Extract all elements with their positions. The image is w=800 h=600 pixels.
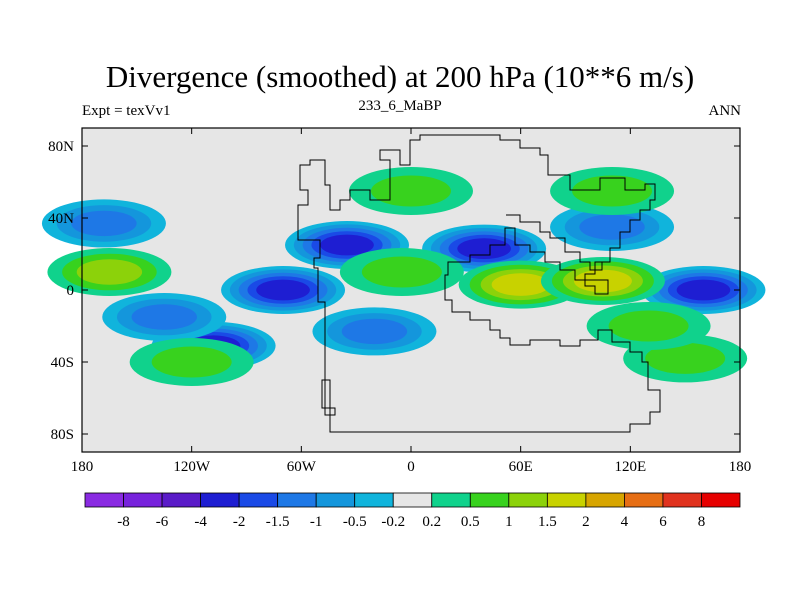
field-contour-8-2 <box>579 214 645 240</box>
x-tick-label-3: 0 <box>407 459 415 475</box>
field-contour-3-4 <box>457 238 511 259</box>
field-contour-14-1 <box>572 175 653 207</box>
colorbar-box-6 <box>315 492 356 508</box>
y-tick-label-2: 0 <box>67 283 75 299</box>
colorbar-box-4 <box>238 492 279 508</box>
divergence-field <box>41 128 766 452</box>
colorbar-label-5: -1 <box>310 514 323 530</box>
y-tick-label-3: 40S <box>51 355 74 371</box>
field-contour-13-1 <box>371 175 451 207</box>
colorbar-label-11: 1.5 <box>538 514 557 530</box>
colorbar-label-10: 1 <box>505 514 513 530</box>
colorbar-label-0: -8 <box>117 514 130 530</box>
colorbar-label-4: -1.5 <box>266 514 290 530</box>
field-contour-10-3 <box>573 269 632 293</box>
axes: 180 120W 60W 0 60E 120E 180 80N 40N 0 40S 80S <box>48 128 751 475</box>
colorbar-label-2: -4 <box>194 514 207 530</box>
colorbar-box-16 <box>701 492 741 508</box>
colorbar-box-13 <box>585 492 625 508</box>
chart-title: Divergence (smoothed) at 200 hPa (10**6 … <box>105 59 695 94</box>
x-tick-label-0: 180 <box>71 459 94 475</box>
field-contour-5-2 <box>71 210 137 237</box>
colorbar-box-3 <box>200 492 240 508</box>
field-contour-11-2 <box>76 259 143 285</box>
colorbar-label-8: 0.2 <box>422 514 441 530</box>
colorbar-label-14: 6 <box>659 514 667 530</box>
colorbar-label-6: -0.5 <box>343 514 367 530</box>
x-tick-label-2: 60W <box>287 459 317 475</box>
y-tick-label-1: 40N <box>48 211 74 227</box>
field-contour-9-3 <box>491 273 550 296</box>
colorbar: -8 -6 -4 -2 -1.5 -1 -0.5 -0.2 0.2 0.5 1 1.5 2 4 6 8 <box>84 492 741 530</box>
colorbar-box-10 <box>469 492 510 508</box>
field-contour-17-1 <box>608 310 689 342</box>
colorbar-label-15: 8 <box>698 514 706 530</box>
x-tick-label-1: 120W <box>173 459 211 475</box>
colorbar-box-9 <box>431 492 471 508</box>
colorbar-label-9: 0.5 <box>461 514 480 530</box>
colorbar-box-2 <box>161 492 201 508</box>
colorbar-box-1 <box>123 492 163 508</box>
colorbar-box-0 <box>84 492 124 508</box>
x-tick-label-5: 120E <box>614 459 646 475</box>
season-label: ANN <box>708 103 742 119</box>
colorbar-label-1: -6 <box>156 514 169 530</box>
field-contour-12-1 <box>361 256 442 288</box>
x-tick-label-4: 60E <box>509 459 533 475</box>
colorbar-box-7 <box>354 492 394 508</box>
y-tick-label-0: 80N <box>48 139 74 155</box>
colorbar-box-11 <box>508 492 548 508</box>
colorbar-box-12 <box>546 492 587 508</box>
case-label: 233_6_MaBP <box>358 98 442 114</box>
colorbar-box-5 <box>277 492 317 508</box>
field-contour-6-2 <box>131 304 197 330</box>
colorbar-box-8 <box>392 492 433 508</box>
colorbar-box-15 <box>662 492 702 508</box>
experiment-label: Expt = texVv1 <box>82 103 171 119</box>
colorbar-label-7: -0.2 <box>381 514 405 530</box>
field-contour-2-4 <box>320 234 374 256</box>
continent-outline <box>297 134 661 433</box>
colorbar-label-13: 4 <box>621 514 629 530</box>
field-contour-7-2 <box>341 318 408 345</box>
field-contour-4-4 <box>676 279 731 301</box>
field-contour-16-1 <box>151 346 232 378</box>
colorbar-label-3: -2 <box>233 514 246 530</box>
y-tick-label-4: 80S <box>51 427 74 443</box>
colorbar-box-14 <box>624 492 664 508</box>
colorbar-label-12: 2 <box>582 514 590 530</box>
field-contour-1-4 <box>256 279 310 301</box>
field-contour-15-1 <box>645 342 726 374</box>
x-tick-label-6: 180 <box>729 459 752 475</box>
